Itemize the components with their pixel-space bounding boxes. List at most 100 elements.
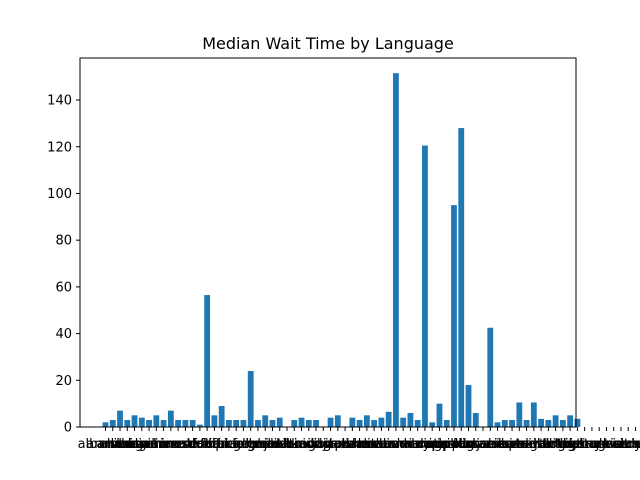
bar-cantonese: [160, 419, 167, 427]
bar-thai: [567, 415, 574, 427]
bar-samoan: [494, 422, 501, 427]
bar-haitian: [276, 417, 283, 427]
bar-ilocano: [327, 417, 334, 427]
x-tick-label: dutch: [189, 437, 226, 452]
bar-telugu: [559, 419, 566, 427]
x-tick-label: hmong: [286, 437, 331, 452]
bar-farsi: [211, 415, 218, 427]
x-tick-label: arabic: [100, 437, 140, 452]
x-tick-label: kurdish: [358, 437, 405, 452]
bar-swahili: [530, 402, 537, 427]
x-tick-label: tongan: [576, 437, 622, 452]
bar-fukienese: [240, 419, 247, 427]
x-tick-label: macedonian: [363, 437, 443, 452]
bar-creole: [175, 419, 182, 427]
x-axis: albanianamharicarabicarmenianbengalibosn…: [78, 427, 640, 452]
bar-czech: [189, 419, 196, 427]
x-tick-label: samoan: [472, 437, 524, 452]
x-tick-label: hindi: [286, 437, 318, 452]
x-tick-label: albanian: [78, 437, 134, 452]
x-tick-label: telugu: [542, 437, 583, 452]
x-tick-label: turkish: [584, 437, 629, 452]
x-tick-label: fulani: [233, 437, 269, 452]
bar-mongolian: [436, 403, 443, 427]
x-tick-label: tigrinya: [560, 437, 610, 452]
x-tick-label: chinese: [146, 437, 196, 452]
y-tick-label: 40: [55, 327, 72, 342]
x-tick-label: fukienese: [212, 437, 275, 452]
x-tick-label: lao: [379, 437, 399, 452]
x-tick-label: gujarati: [247, 437, 297, 452]
x-tick-label: greek: [247, 437, 284, 452]
bar-kurdish: [378, 417, 385, 427]
bar-chinese: [167, 410, 174, 427]
bar-gujarati: [269, 419, 276, 427]
bar-bosnian: [138, 417, 145, 427]
bar-nepali: [443, 419, 450, 427]
bar-hebrew: [291, 419, 298, 427]
x-tick-label: indonesian: [302, 437, 373, 452]
x-tick-label: amharic: [86, 437, 139, 452]
x-tick-label: italian: [325, 437, 365, 452]
x-tick-label: burmese: [128, 437, 185, 452]
x-tick-label: ukrainian: [591, 437, 640, 452]
bar-dari: [196, 424, 203, 427]
bar-indonesian: [334, 415, 341, 427]
x-tick-label: romanian: [452, 437, 514, 452]
bar-tibetan: [574, 418, 581, 427]
plot-frame: [79, 57, 577, 428]
bar-dutch: [204, 295, 211, 427]
bar-karen: [356, 419, 363, 427]
x-tick-label: filipino: [200, 437, 244, 452]
bar-portuguese: [465, 384, 472, 427]
chart-title: Median Wait Time by Language: [202, 34, 454, 53]
bar-filipino: [218, 405, 225, 427]
x-tick-label: karen: [341, 437, 378, 452]
bar-tagalog: [538, 418, 545, 427]
bar-arabic: [117, 410, 123, 427]
bar-fr-canadian: [226, 419, 232, 427]
bar-amharic: [109, 419, 116, 427]
x-tick-label: croatian: [159, 437, 212, 452]
bar-armenian: [124, 419, 131, 427]
bar-german: [255, 419, 261, 427]
x-tick-label: czech: [174, 437, 211, 452]
bar-spanish: [523, 419, 530, 427]
y-tick-label: 100: [47, 187, 72, 202]
x-tick-label: portuguese: [431, 437, 505, 452]
x-tick-label: mandarin: [387, 437, 449, 452]
x-tick-label: tamil: [539, 437, 572, 452]
y-tick-label: 60: [55, 280, 72, 295]
x-tick-label: ilocano: [307, 437, 354, 452]
x-tick-label: toishanese: [557, 437, 628, 452]
bar-macedonian: [400, 417, 407, 427]
bar-marathi: [422, 145, 428, 427]
x-tick-label: thai: [558, 437, 583, 452]
x-tick-label: armenian: [96, 437, 158, 452]
bar-fulani: [247, 370, 254, 427]
bar-lithuanian: [393, 73, 399, 428]
x-tick-label: bosnian: [116, 437, 167, 452]
bar-hindi: [298, 417, 305, 427]
x-tick-label: polish: [442, 437, 480, 452]
x-tick-label: tagalog: [517, 437, 566, 452]
x-tick-label: uzbek: [616, 437, 640, 452]
x-tick-label: wolof: [633, 437, 640, 452]
bar-slovak: [509, 419, 515, 427]
x-tick-label: slovak: [491, 437, 533, 452]
x-tick-label: vietnamese: [605, 437, 640, 452]
bar-khmer: [363, 415, 370, 427]
x-tick-label: hebrew: [270, 437, 319, 452]
bar-mandarin: [414, 419, 421, 427]
x-tick-label: mien: [416, 437, 449, 452]
bar-hungarian: [313, 419, 319, 427]
x-tick-label: bulgarian: [118, 437, 179, 452]
bar-bulgarian: [146, 419, 152, 427]
bar-punjabi: [472, 412, 479, 427]
bar-bengali: [131, 415, 138, 427]
x-tick-label: farsi: [200, 437, 228, 452]
x-tick-label: twi: [604, 437, 623, 452]
bar-somali: [516, 402, 523, 427]
bar-serbian: [501, 419, 508, 427]
